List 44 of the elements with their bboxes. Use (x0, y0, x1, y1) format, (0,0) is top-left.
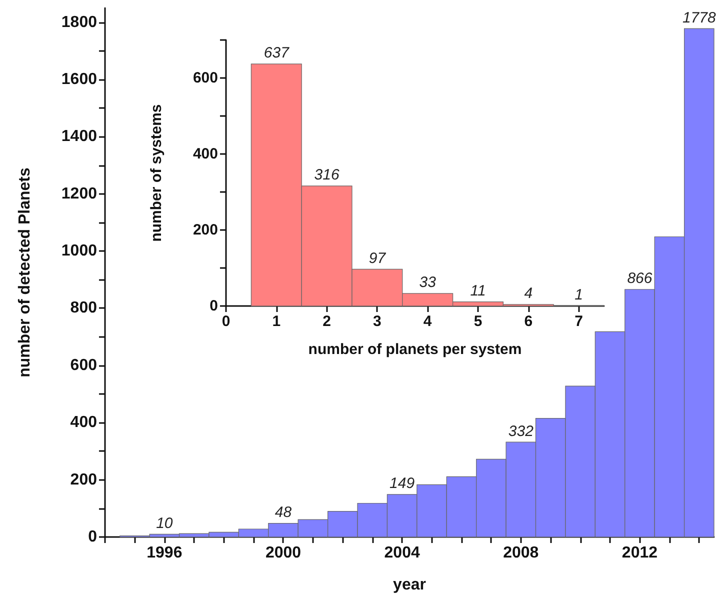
y-tick-label: 600 (192, 70, 218, 86)
data-label: 4 (524, 285, 533, 302)
x-tick-label: 0 (222, 313, 230, 330)
data-label: 97 (368, 250, 386, 267)
data-label: 10 (156, 514, 174, 532)
x-tick-label: 1 (272, 313, 281, 330)
y-axis-title: number of systems (148, 104, 165, 242)
y-tick-label: 600 (70, 356, 98, 374)
y-tick-label: 0 (210, 298, 218, 314)
x-axis-title: number of planets per system (308, 341, 522, 358)
data-label: 11 (470, 282, 486, 300)
data-label: 332 (508, 422, 534, 440)
y-tick-label: 200 (70, 471, 98, 488)
y-tick-label: 1400 (61, 128, 98, 146)
y-tick-label: 1000 (61, 242, 98, 260)
y-tick-label: 1800 (61, 14, 98, 31)
x-tick-label: 3 (373, 313, 382, 330)
x-tick-label: 2 (322, 313, 331, 330)
data-label: 33 (419, 274, 437, 292)
data-label: 637 (264, 44, 290, 62)
x-tick-label: 6 (524, 313, 533, 330)
x-tick-label: 7 (574, 313, 583, 330)
x-tick-label: 2000 (265, 544, 302, 562)
y-tick-label: 0 (88, 528, 98, 546)
y-tick-label: 800 (70, 300, 98, 317)
x-tick-label: 2012 (622, 544, 658, 562)
x-tick-label: 2008 (503, 544, 539, 562)
y-tick-label: 200 (192, 222, 218, 238)
y-tick-label: 400 (70, 414, 98, 432)
data-label: 316 (314, 166, 340, 184)
data-label: 48 (274, 504, 292, 521)
x-tick-label: 5 (474, 313, 482, 330)
data-label: 1778 (682, 9, 716, 26)
data-label: 1 (574, 286, 583, 304)
y-tick-label: 1200 (61, 185, 98, 202)
x-tick-label: 2004 (384, 544, 420, 562)
x-axis-title: year (393, 576, 426, 594)
y-axis-title: number of detected Planets (16, 167, 34, 378)
y-tick-label: 400 (192, 146, 218, 162)
data-label: 149 (390, 475, 416, 492)
data-label: 866 (627, 270, 653, 288)
y-tick-label: 1600 (61, 70, 98, 88)
x-tick-label: 1996 (146, 544, 182, 562)
x-tick-label: 4 (423, 313, 432, 330)
